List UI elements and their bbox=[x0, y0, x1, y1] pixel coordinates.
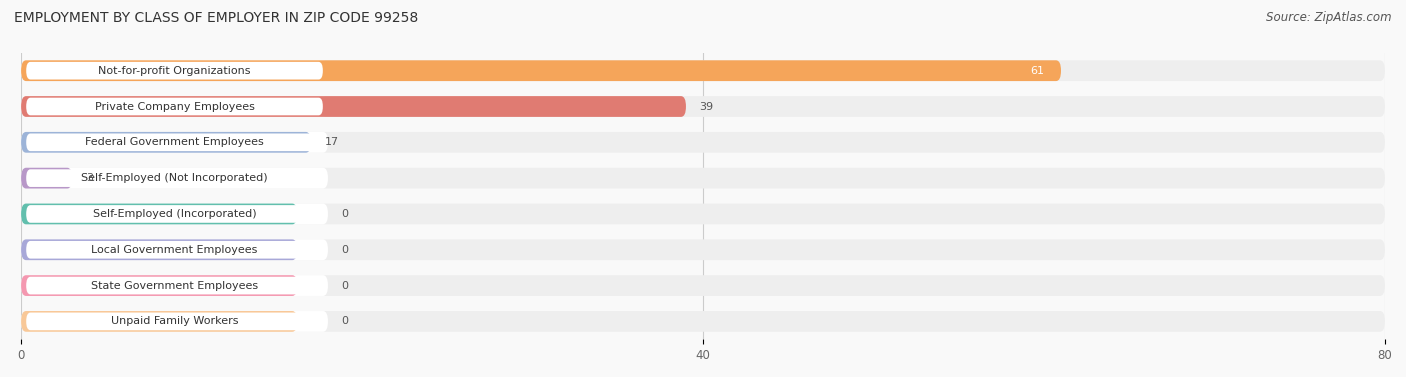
FancyBboxPatch shape bbox=[21, 96, 328, 117]
FancyBboxPatch shape bbox=[21, 168, 328, 188]
Text: 17: 17 bbox=[325, 137, 339, 147]
FancyBboxPatch shape bbox=[21, 132, 1385, 153]
FancyBboxPatch shape bbox=[21, 239, 328, 260]
FancyBboxPatch shape bbox=[21, 204, 297, 224]
FancyBboxPatch shape bbox=[27, 241, 323, 259]
Text: Self-Employed (Incorporated): Self-Employed (Incorporated) bbox=[93, 209, 256, 219]
FancyBboxPatch shape bbox=[21, 204, 1385, 224]
Text: 0: 0 bbox=[342, 280, 349, 291]
Text: Federal Government Employees: Federal Government Employees bbox=[86, 137, 264, 147]
FancyBboxPatch shape bbox=[21, 132, 311, 153]
FancyBboxPatch shape bbox=[21, 60, 328, 81]
Text: Unpaid Family Workers: Unpaid Family Workers bbox=[111, 316, 238, 326]
FancyBboxPatch shape bbox=[21, 275, 1385, 296]
Text: Local Government Employees: Local Government Employees bbox=[91, 245, 257, 255]
FancyBboxPatch shape bbox=[21, 204, 328, 224]
FancyBboxPatch shape bbox=[21, 96, 686, 117]
FancyBboxPatch shape bbox=[27, 313, 323, 330]
FancyBboxPatch shape bbox=[21, 132, 328, 153]
Text: Source: ZipAtlas.com: Source: ZipAtlas.com bbox=[1267, 11, 1392, 24]
FancyBboxPatch shape bbox=[21, 60, 1385, 81]
FancyBboxPatch shape bbox=[21, 311, 328, 332]
Text: Private Company Employees: Private Company Employees bbox=[94, 101, 254, 112]
FancyBboxPatch shape bbox=[27, 98, 323, 115]
Text: 61: 61 bbox=[1031, 66, 1045, 76]
FancyBboxPatch shape bbox=[27, 205, 323, 223]
FancyBboxPatch shape bbox=[21, 311, 297, 332]
Text: EMPLOYMENT BY CLASS OF EMPLOYER IN ZIP CODE 99258: EMPLOYMENT BY CLASS OF EMPLOYER IN ZIP C… bbox=[14, 11, 419, 25]
Text: 0: 0 bbox=[342, 245, 349, 255]
FancyBboxPatch shape bbox=[21, 239, 297, 260]
FancyBboxPatch shape bbox=[21, 275, 297, 296]
Text: 3: 3 bbox=[86, 173, 93, 183]
FancyBboxPatch shape bbox=[21, 275, 328, 296]
Text: 0: 0 bbox=[342, 209, 349, 219]
FancyBboxPatch shape bbox=[21, 60, 1062, 81]
Text: Self-Employed (Not Incorporated): Self-Employed (Not Incorporated) bbox=[82, 173, 267, 183]
FancyBboxPatch shape bbox=[21, 96, 1385, 117]
FancyBboxPatch shape bbox=[27, 277, 323, 294]
FancyBboxPatch shape bbox=[27, 169, 323, 187]
FancyBboxPatch shape bbox=[21, 168, 1385, 188]
FancyBboxPatch shape bbox=[21, 239, 1385, 260]
Text: State Government Employees: State Government Employees bbox=[91, 280, 259, 291]
FancyBboxPatch shape bbox=[27, 133, 323, 151]
Text: 0: 0 bbox=[342, 316, 349, 326]
Text: Not-for-profit Organizations: Not-for-profit Organizations bbox=[98, 66, 250, 76]
FancyBboxPatch shape bbox=[21, 311, 1385, 332]
Text: 39: 39 bbox=[700, 101, 714, 112]
FancyBboxPatch shape bbox=[27, 62, 323, 80]
FancyBboxPatch shape bbox=[21, 168, 72, 188]
